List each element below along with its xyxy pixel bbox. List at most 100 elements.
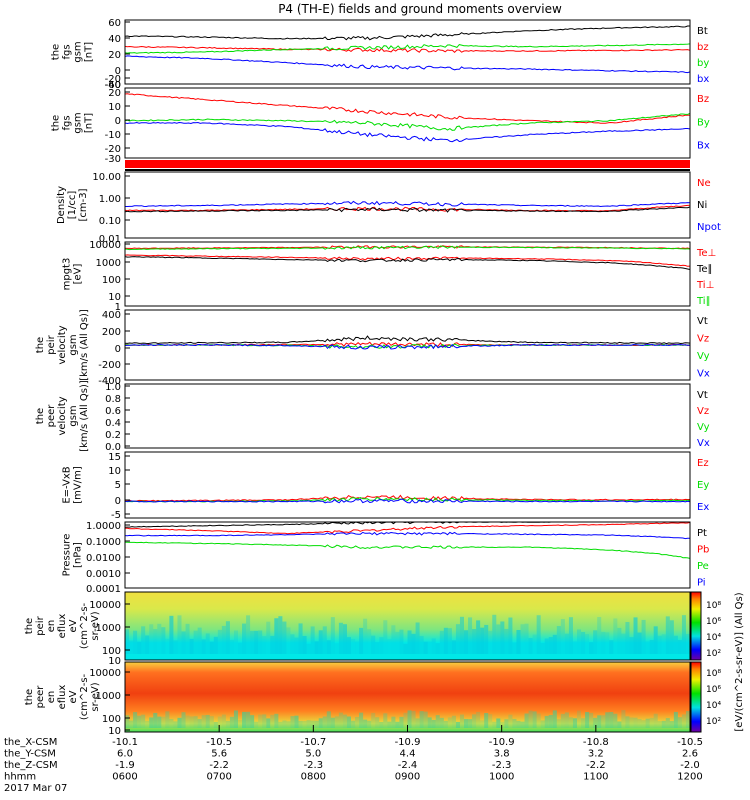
y-tick-label: 0.10 (99, 216, 121, 227)
electron-spectrogram-texture (330, 717, 335, 728)
electron-spectrogram-texture (387, 721, 392, 728)
electron-spectrogram-texture (548, 715, 553, 728)
y-axis-label: Pressure (62, 534, 73, 577)
ion-spectrogram-texture (669, 620, 674, 654)
series-line-ex-6 (124, 498, 691, 504)
electron-spectrogram-texture (282, 720, 287, 728)
ion-spectrogram-texture (181, 631, 186, 654)
ion-spectrogram-texture (229, 639, 234, 654)
legend-label: by (697, 58, 709, 69)
ion-spectrogram-texture (371, 635, 376, 654)
ion-spectrogram-texture (338, 622, 343, 654)
y-axis-label: (cm^2-s- (79, 673, 90, 720)
ion-spectrogram-texture (657, 635, 662, 654)
x-tick-label: -1.9 (115, 760, 135, 771)
ion-spectrogram-texture (262, 636, 267, 654)
ion-spectrogram-texture (439, 630, 444, 654)
ion-spectrogram-texture (266, 621, 271, 654)
y-tick-label: 100 (102, 275, 121, 286)
electron-spectrogram-texture (669, 721, 674, 728)
y-tick-label: 100 (102, 714, 121, 725)
ion-spectrogram-texture (395, 631, 400, 654)
electron-spectrogram-texture (677, 717, 682, 728)
electron-spectrogram-texture (274, 713, 279, 728)
electron-spectrogram-texture (326, 711, 331, 728)
colorbar-tick-label: 10⁴ (706, 701, 721, 711)
electron-spectrogram-texture (169, 719, 174, 728)
x-tick-label: -10.9 (489, 737, 515, 748)
y-axis-label: en (46, 691, 57, 704)
electron-spectrogram-texture (193, 716, 198, 728)
electron-spectrogram-texture (472, 714, 477, 728)
x-tick-label: 0800 (301, 772, 326, 783)
ion-spectrogram-texture (298, 623, 303, 654)
y-axis-label: peir (35, 615, 46, 635)
electron-spectrogram-texture (411, 710, 416, 728)
x-tick-label: 2.6 (682, 749, 698, 760)
electron-spectrogram-texture (657, 721, 662, 728)
ion-spectrogram-texture (528, 637, 533, 654)
y-tick-label: 0.0001 (86, 584, 121, 595)
ion-spectrogram-texture (282, 621, 287, 654)
series-line-te-3 (124, 256, 691, 270)
ion-spectrogram-texture (351, 638, 356, 654)
electron-spectrogram-texture (322, 716, 327, 728)
electron-spectrogram-texture (641, 720, 646, 728)
series-line-ti-3 (124, 245, 691, 251)
y-tick-label: 1.00 (99, 194, 121, 205)
series-line-vx-4 (124, 343, 690, 350)
electron-spectrogram-texture (459, 714, 464, 728)
ion-spectrogram-texture (512, 642, 517, 654)
y-tick-label: 0.1000 (86, 537, 121, 548)
ion-spectrogram-texture (310, 626, 315, 654)
y-axis-label: gsm (68, 405, 79, 426)
y-tick-label: 0.4 (105, 418, 121, 429)
electron-spectrogram-texture (334, 716, 339, 728)
ion-spectrogram-texture (568, 617, 573, 654)
electron-spectrogram-texture (346, 716, 351, 728)
panel-frame-1 (124, 87, 691, 159)
electron-spectrogram-texture (532, 711, 537, 728)
electron-spectrogram-texture (217, 716, 222, 728)
ion-spectrogram-texture (330, 617, 335, 654)
ion-spectrogram-texture (500, 621, 505, 654)
ion-spectrogram-texture (532, 634, 537, 654)
panel-frame-4 (124, 309, 691, 381)
ion-spectrogram-texture (480, 627, 485, 654)
series-line-pe-7 (125, 541, 691, 559)
electron-spectrogram-texture (585, 712, 590, 728)
y-tick-label: 200 (102, 327, 121, 338)
ion-spectrogram-texture (246, 615, 251, 654)
ion-spectrogram-texture (318, 630, 323, 654)
x-row-label: the_X-CSM (4, 737, 57, 748)
y-axis-label: [mV/m] (73, 466, 84, 504)
electron-spectrogram-texture (201, 715, 206, 728)
ion-spectrogram-texture (564, 633, 569, 654)
y-axis-label: the (35, 408, 46, 424)
y-axis-label: gsm (73, 41, 84, 62)
y-tick-label: -20 (105, 144, 121, 155)
ion-spectrogram-texture (145, 635, 150, 654)
y-tick-label: 0 (115, 496, 121, 507)
electron-spectrogram-texture (617, 721, 622, 728)
electron-spectrogram-texture (351, 720, 356, 728)
ion-spectrogram-texture (637, 632, 642, 654)
electron-spectrogram-texture (492, 721, 497, 728)
legend-label: Vt (697, 316, 708, 327)
electron-spectrogram-texture (629, 717, 634, 728)
x-tick-label: -2.2 (209, 760, 229, 771)
ion-spectrogram-texture (605, 632, 610, 654)
ion-spectrogram-texture (387, 639, 392, 654)
ion-spectrogram-texture (314, 641, 319, 654)
ion-spectrogram-texture (278, 616, 283, 654)
ion-spectrogram-texture (621, 633, 626, 654)
y-axis-label: velocity (57, 325, 68, 364)
series-line-vt-4 (124, 335, 691, 345)
x-tick-label: 4.4 (400, 749, 416, 760)
ion-spectrogram-texture (149, 624, 154, 654)
electron-spectrogram-texture (439, 717, 444, 728)
electron-spectrogram-texture (399, 716, 404, 728)
legend-label: Bx (697, 141, 710, 152)
x-tick-label: -2.4 (398, 760, 418, 771)
